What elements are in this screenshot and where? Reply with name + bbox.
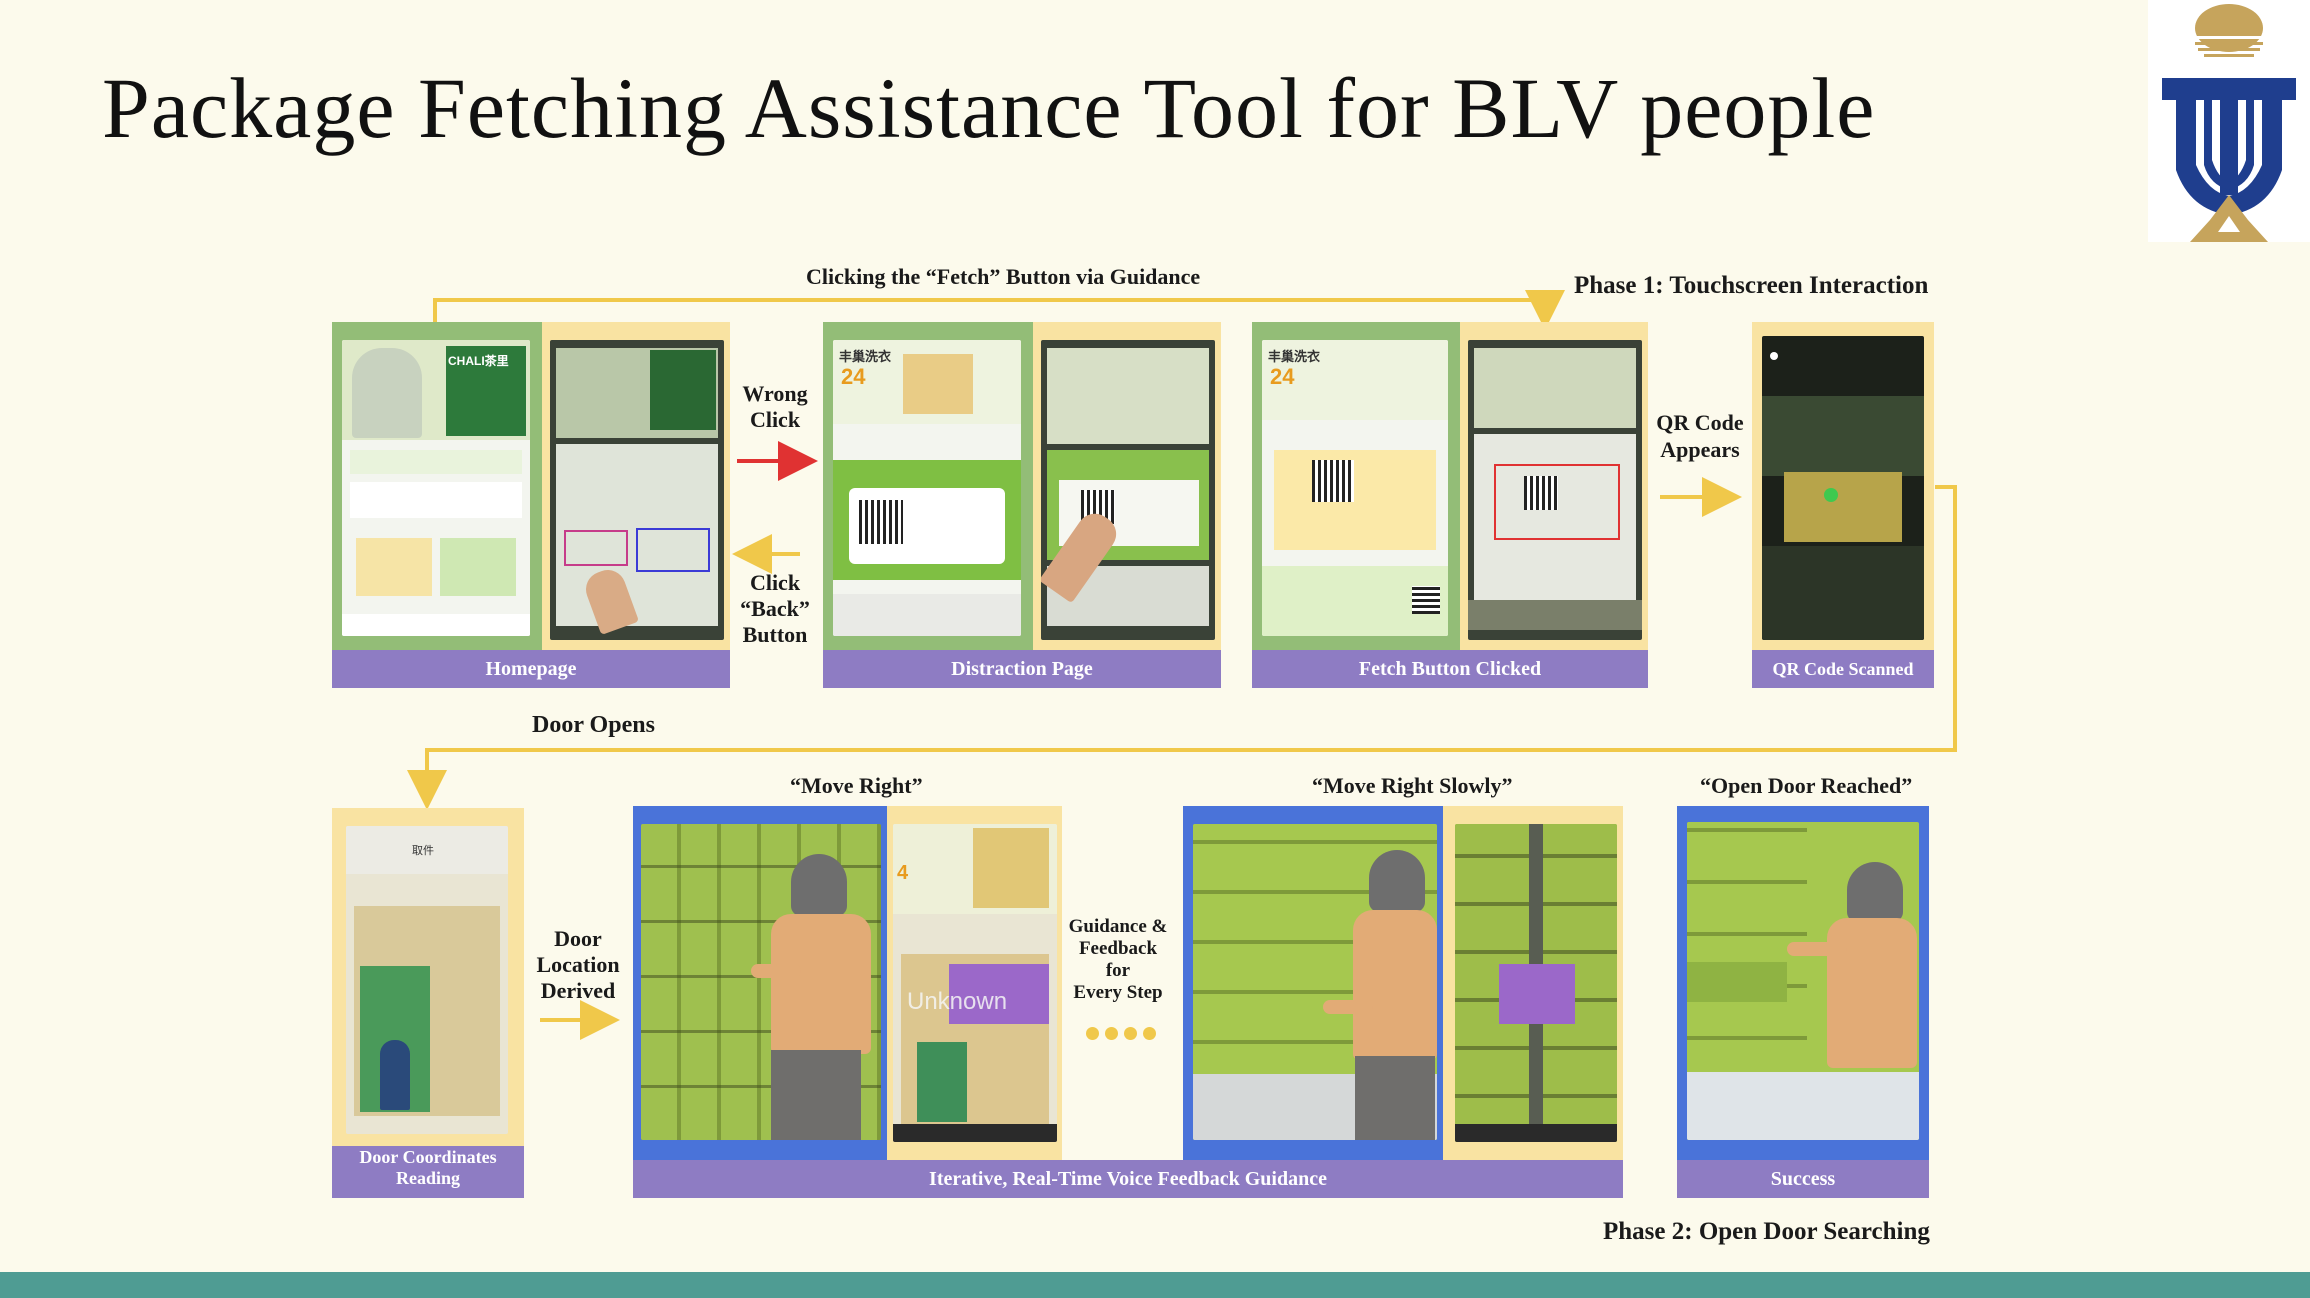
- homepage-screen-frame: CHALI茶里: [332, 322, 542, 650]
- caption-line: Door Coordinates: [359, 1147, 497, 1167]
- wrong-click-line: Wrong: [742, 381, 808, 406]
- door-location-line: Location: [536, 952, 620, 977]
- door-opens-arrow: [407, 485, 1957, 810]
- move-right-slowly-photo: [1183, 806, 1443, 1160]
- wrong-click-label: Wrong Click: [735, 381, 815, 433]
- caption-homepage: Homepage: [332, 650, 730, 688]
- qr-appears-line: QR Code: [1656, 410, 1744, 435]
- fetch-flow-arrow: [433, 290, 1565, 330]
- caption-iterative: Iterative, Real-Time Voice Feedback Guid…: [633, 1160, 1623, 1198]
- guidance-line: Every Step: [1073, 982, 1163, 1003]
- door-location-label: Door Location Derived: [528, 926, 628, 1004]
- caption-door-coords: Door Coordinates Reading: [332, 1146, 524, 1198]
- door-location-line: Derived: [540, 978, 616, 1003]
- back-button-line: Button: [742, 622, 808, 647]
- fetch-phone-frame: [1460, 322, 1648, 650]
- screen-brand-text: CHALI茶里: [448, 354, 509, 368]
- caption-distraction: Distraction Page: [823, 650, 1221, 688]
- bottom-bar: [0, 1272, 2310, 1298]
- back-button-label: Click “Back” Button: [730, 570, 820, 648]
- progress-dot: [1124, 1027, 1137, 1040]
- unknown-label: Unknown: [907, 988, 1008, 1015]
- wrong-click-line: Click: [749, 407, 801, 432]
- progress-dot: [1143, 1027, 1156, 1040]
- door-opens-label: Door Opens: [532, 712, 655, 738]
- homepage-phone-frame: [542, 322, 730, 650]
- quote-move-right-slowly: “Move Right Slowly”: [1312, 773, 1513, 798]
- quote-open-door: “Open Door Reached”: [1700, 773, 1913, 798]
- guidance-feedback-label: Guidance & Feedback for Every Step: [1063, 916, 1173, 1004]
- phase1-label: Phase 1: Touchscreen Interaction: [1574, 272, 1929, 299]
- move-right-slowly-phone: [1443, 806, 1623, 1160]
- top-flow-label: Clicking the “Fetch” Button via Guidance: [806, 264, 1201, 289]
- caption-fetch-clicked: Fetch Button Clicked: [1252, 650, 1648, 688]
- back-button-line: Click: [749, 570, 801, 595]
- caption-line: Reading: [395, 1168, 460, 1188]
- qr-appears-line: Appears: [1660, 437, 1740, 462]
- guidance-line: Guidance &: [1068, 916, 1168, 937]
- screen-brand-text: 丰巢洗衣: [839, 349, 892, 364]
- success-photo: [1677, 806, 1929, 1160]
- distraction-screen-frame: 丰巢洗衣 24: [823, 322, 1033, 650]
- screen-number: 24: [841, 364, 866, 389]
- qr-appears-label: QR Code Appears: [1650, 409, 1750, 463]
- phase2-label: Phase 2: Open Door Searching: [1603, 1218, 1930, 1245]
- caption-success: Success: [1677, 1160, 1929, 1198]
- qr-phone-frame: [1752, 322, 1934, 650]
- back-button-line: “Back”: [740, 596, 810, 621]
- guidance-line: Feedback: [1078, 938, 1158, 959]
- move-right-phone: 4 Unknown: [887, 806, 1062, 1160]
- screen-title-text: 取件: [412, 845, 434, 857]
- move-right-photo: [633, 806, 887, 1160]
- progress-dot: [1105, 1027, 1118, 1040]
- fetch-screen-frame: 丰巢洗衣 24: [1252, 322, 1460, 650]
- door-coords-phone-frame: 取件: [332, 808, 524, 1146]
- screen-number: 24: [1270, 364, 1295, 389]
- quote-move-right: “Move Right”: [790, 773, 923, 798]
- progress-dot: [1086, 1027, 1099, 1040]
- page-title: Package Fetching Assistance Tool for BLV…: [102, 60, 1876, 156]
- distraction-phone-frame: [1033, 322, 1221, 650]
- door-location-line: Door: [554, 926, 602, 951]
- screen-brand-text: 丰巢洗衣: [1268, 349, 1321, 364]
- guidance-line: for: [1105, 960, 1131, 981]
- hkust-logo: [2148, 0, 2310, 242]
- caption-qr-scanned: QR Code Scanned: [1752, 650, 1934, 688]
